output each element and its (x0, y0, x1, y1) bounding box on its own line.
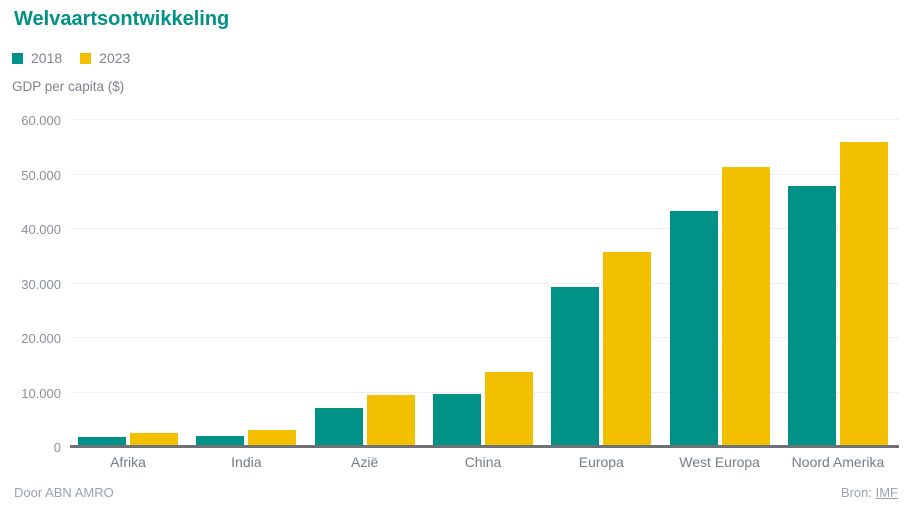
legend-label: 2018 (31, 50, 63, 66)
y-axis-tick-label: 60.000 (21, 113, 61, 128)
bar-noord-amerika-2018[interactable] (787, 185, 836, 447)
legend: 2018 2023 (12, 50, 130, 66)
bar-chart: 0 10.000 20.000 30.000 40.000 50.000 60.000 Af… (21, 113, 899, 470)
bar-azie-2018[interactable] (314, 408, 363, 447)
gridline (70, 119, 899, 120)
x-axis-label-india: India (231, 454, 262, 470)
legend-item-2018[interactable]: 2018 (12, 50, 62, 66)
x-axis-label-azie: Azië (351, 454, 379, 470)
x-axis-labels: Afrika India Azië China Europa West Europa Noo… (70, 454, 899, 470)
legend-swatch-2023 (80, 52, 92, 64)
y-axis-tick-label: 30.000 (21, 276, 61, 292)
bar-west-europa-2023[interactable] (721, 167, 770, 447)
x-axis-label-west-europa: West Europa (679, 454, 760, 470)
y-axis-tick-label: 10.000 (21, 385, 61, 401)
credit-text: Door ABN AMRO (14, 485, 114, 500)
source-link[interactable]: IMF (875, 485, 898, 500)
bar-azie-2023[interactable] (366, 394, 415, 447)
bar-india-2023[interactable] (248, 430, 297, 447)
gridline (70, 173, 899, 175)
bar-china-2018[interactable] (432, 394, 481, 447)
y-axis-tick-label: 20.000 (21, 331, 61, 346)
bar-west-europa-2018[interactable] (669, 211, 718, 447)
bar-group-europa (551, 120, 652, 447)
gridline (70, 282, 899, 284)
legend-swatch-2018 (12, 52, 23, 64)
bar-noord-amerika-2023[interactable] (839, 141, 888, 447)
bar-group-china (432, 120, 533, 447)
x-axis-label-afrika: Afrika (110, 454, 146, 470)
bar-europa-2018[interactable] (551, 287, 600, 447)
bar-group-afrika (78, 120, 178, 447)
page-title: Welvaartsontwikkeling (14, 8, 230, 30)
bars-layer (70, 120, 899, 447)
bar-india-2018[interactable] (196, 436, 245, 447)
gridline (70, 228, 899, 229)
x-axis-line (70, 445, 899, 448)
plot-area: 0 10.000 20.000 30.000 40.000 50.000 60.000 (21, 113, 899, 455)
legend-item-2023[interactable]: 2023 (80, 50, 130, 66)
x-axis-label-noord-amerika: Noord Amerika (791, 454, 885, 470)
legend-label: 2023 (99, 50, 131, 66)
bar-china-2023[interactable] (484, 372, 533, 447)
bar-group-india (196, 120, 297, 447)
gridline (70, 391, 899, 393)
x-axis-label-europa: Europa (578, 454, 624, 470)
bar-group-west-europa (669, 120, 770, 447)
x-axis-label-china: China (464, 454, 502, 470)
y-axis-tick-label: 0 (53, 440, 61, 455)
footer: Door ABN AMRO Bron: IMF (14, 485, 898, 500)
bar-afrika-2023[interactable] (130, 432, 178, 447)
y-axis-title: GDP per capita ($) (12, 79, 125, 94)
source-label: Bron: (840, 485, 872, 500)
bar-group-azie (314, 120, 415, 447)
y-axis-tick-label: 50.000 (21, 167, 61, 183)
source-text: Bron: IMF (841, 485, 898, 500)
y-axis-tick-label: 40.000 (21, 222, 61, 237)
bar-group-noord-amerika (787, 120, 888, 447)
bar-afrika-2018[interactable] (78, 436, 126, 447)
gridline (70, 337, 899, 338)
bar-europa-2023[interactable] (603, 252, 652, 447)
